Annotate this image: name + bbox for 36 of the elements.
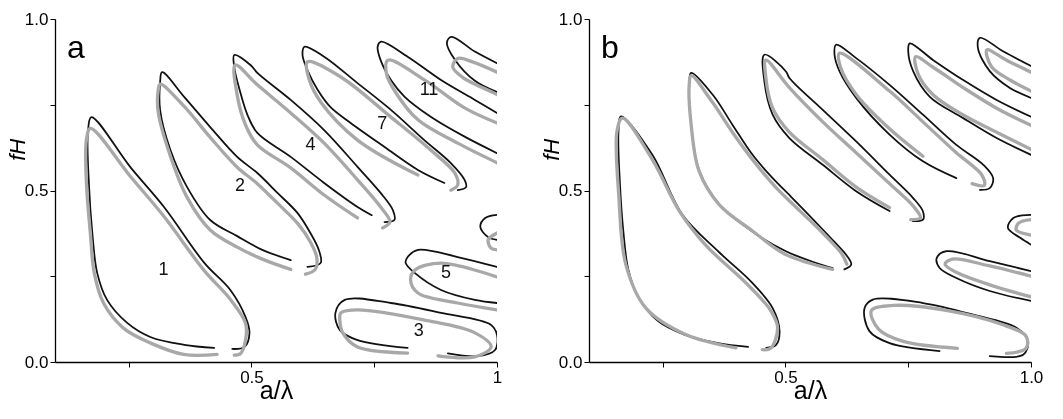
line-series: [376, 40, 497, 154]
series-label: 5: [440, 262, 451, 283]
y-tick-label: 1.0: [558, 9, 583, 29]
line-series: [338, 308, 493, 360]
line-series: [1006, 213, 1031, 246]
y-tick-label: 0.5: [24, 181, 49, 200]
line-series: [408, 261, 497, 312]
series-label: 11: [419, 79, 439, 100]
line-series: [907, 42, 1031, 156]
line-series: [976, 36, 1031, 99]
y-tick-label: 0.0: [24, 352, 49, 372]
x-tick-label: 1.0: [1019, 367, 1044, 387]
line-series: [943, 257, 1031, 299]
series-label: 1: [158, 259, 169, 280]
series-label: 3: [413, 319, 424, 340]
line-series: [913, 55, 1031, 151]
annotation: a: [67, 29, 85, 65]
series-label: 2: [235, 175, 246, 196]
line-series: [479, 213, 497, 241]
line-series: [451, 56, 497, 97]
line-series: [863, 297, 1030, 359]
line-series: [446, 35, 497, 93]
y-tick-label: 1.0: [24, 9, 49, 29]
y-axis-title: fH: [538, 138, 564, 161]
line-series: [935, 250, 1031, 302]
y-tick-label: 0.0: [558, 352, 583, 372]
x-tick-label: 1: [492, 367, 503, 387]
line-series: [486, 231, 497, 252]
series-label: 7: [377, 112, 388, 133]
line-series: [404, 248, 497, 304]
annotation: b: [601, 29, 619, 65]
y-axis-title: fH: [4, 138, 30, 161]
line-series: [1014, 218, 1031, 237]
line-series: [984, 48, 1031, 93]
y-tick-label: 0.5: [558, 181, 583, 200]
series-label: 4: [305, 133, 316, 154]
